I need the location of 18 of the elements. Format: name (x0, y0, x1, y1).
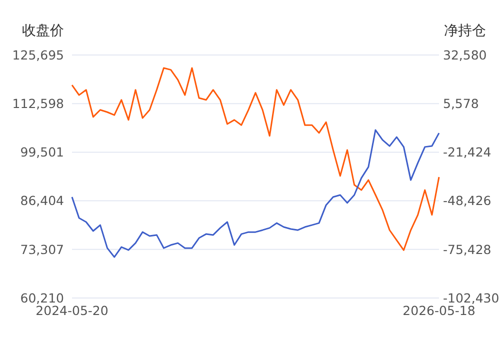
y2-tick-label: -75,428 (443, 242, 492, 257)
y-tick-label: 60,210 (20, 290, 64, 306)
x-tick-label: 2024-05-20 (36, 302, 108, 318)
y-axis-title: 收盘价 (22, 22, 64, 40)
y2-tick-label: -102,430 (443, 290, 500, 306)
y2-tick-label: 5,578 (443, 96, 479, 112)
y2-tick-label: -21,424 (443, 144, 492, 160)
y-tick-label: 125,695 (12, 47, 64, 62)
y-tick-label: 99,501 (20, 144, 64, 160)
line-series (71, 67, 440, 251)
y-tick-label: 73,307 (20, 242, 64, 257)
y2-axis-title: 净持仓 (444, 22, 486, 40)
y-tick-label: 86,404 (20, 193, 64, 208)
y2-tick-label: -48,426 (443, 193, 492, 208)
y-tick-label: 112,598 (12, 96, 64, 112)
x-tick-label: 2026-05-18 (402, 302, 476, 318)
y2-tick-label: 32,580 (443, 47, 487, 62)
line-series (71, 129, 440, 258)
